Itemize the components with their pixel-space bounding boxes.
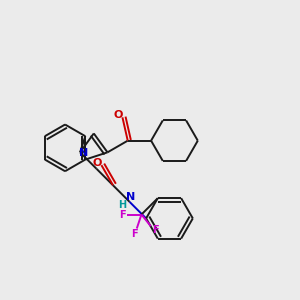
Text: F: F (131, 229, 138, 239)
Text: O: O (113, 110, 123, 120)
Text: H: H (118, 200, 126, 210)
Text: N: N (79, 148, 88, 158)
Text: O: O (92, 158, 102, 168)
Text: F: F (152, 225, 158, 236)
Text: F: F (119, 209, 125, 220)
Text: N: N (126, 192, 135, 202)
